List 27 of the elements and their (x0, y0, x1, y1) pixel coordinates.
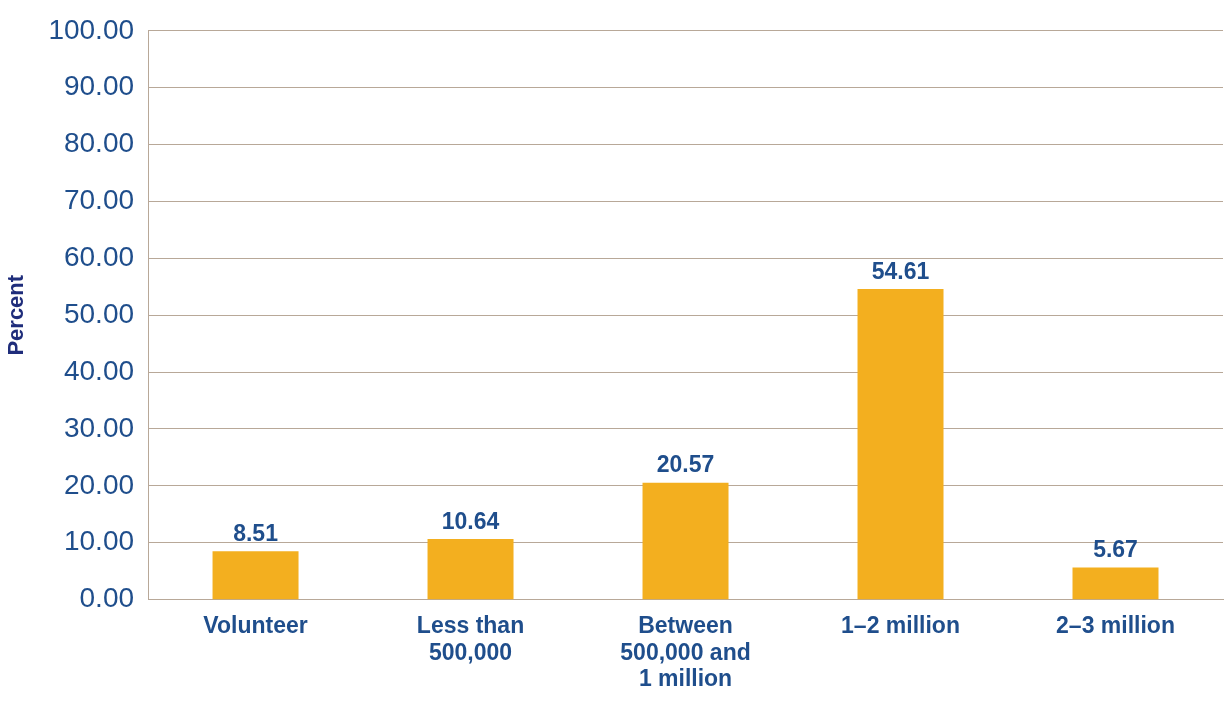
bar (642, 482, 729, 600)
bar (212, 551, 299, 600)
data-label: 5.67 (1093, 536, 1138, 563)
y-tick-label: 100.00 (48, 13, 135, 45)
x-tick-label: Between 500,000 and 1 million (620, 612, 751, 692)
y-tick-label: 60.00 (63, 241, 135, 273)
y-tick-label: 80.00 (63, 127, 135, 159)
x-tick-label: 2–3 million (1056, 612, 1175, 639)
y-tick-label: 90.00 (63, 70, 135, 102)
data-label: 20.57 (656, 451, 715, 478)
x-tick-label: 1–2 million (841, 612, 960, 639)
y-tick-label: 30.00 (63, 411, 135, 443)
x-tick-label: Volunteer (203, 612, 308, 639)
data-label: 8.51 (233, 520, 279, 547)
y-tick-label: 0.00 (79, 582, 135, 614)
y-tick-label: 70.00 (63, 184, 135, 216)
bar (427, 539, 514, 600)
y-tick-label: 40.00 (63, 354, 135, 386)
data-label: 54.61 (871, 257, 930, 284)
bar (1072, 567, 1159, 600)
y-axis-title: Percent (3, 274, 29, 356)
y-tick-label: 20.00 (63, 468, 135, 500)
y-tick-label: 50.00 (63, 297, 135, 329)
data-label: 10.64 (441, 507, 500, 534)
bar (857, 289, 944, 600)
y-tick-label: 10.00 (63, 525, 135, 557)
x-tick-label: Less than 500,000 (416, 612, 525, 665)
